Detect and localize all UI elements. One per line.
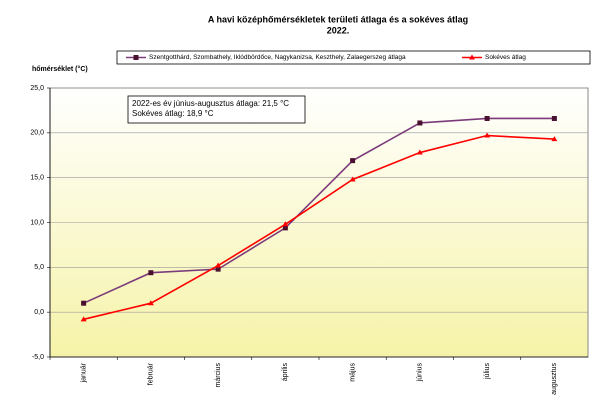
data-point [349,176,356,182]
data-point [282,225,288,231]
data-point [215,266,221,272]
data-point [417,120,423,126]
annotation: Sokéves átlag: 18,9 °C [132,109,214,118]
x-tick-label: május [349,363,356,382]
x-tick-label: július [484,363,491,380]
data-point [148,270,154,276]
data-point [484,132,491,138]
data-point [81,300,87,306]
y-tick-label: 25,0 [30,85,44,92]
x-tick-label: április [282,363,289,382]
x-tick-label: augusztus [551,363,558,395]
y-tick-label: -5,0 [32,354,44,361]
legend-marker [133,55,139,60]
legend-marker [469,54,475,60]
x-tick-label: március [215,363,222,388]
data-point [484,115,490,121]
legend [116,50,591,65]
chart-subtitle: 2022. [327,25,350,35]
series-line [83,134,555,321]
data-point [80,316,87,322]
x-tick-label: június [417,363,424,383]
data-point [282,221,289,227]
x-tick-label: február [148,362,155,385]
annotation: 2022-es év június-augusztus átlaga: 21,5… [132,99,289,108]
y-tick-label: 15,0 [30,175,44,182]
y-axis-label: hőmérséklet (°C) [32,65,88,73]
series-line [83,117,555,304]
legend-label: Szentgotthárd, Szombathely, Iklódbördőce… [149,54,406,61]
data-point [147,300,154,306]
y-tick-label: 20,0 [30,130,44,137]
data-point [416,149,423,155]
data-point [215,262,222,268]
data-point [350,158,356,164]
chart-title: A havi középhőmérsékletek területi átlag… [208,14,468,24]
y-tick-label: 5,0 [34,264,44,271]
y-tick-label: 0,0 [34,309,44,316]
y-tick-label: 10,0 [30,219,44,226]
data-point [551,136,558,142]
data-point [551,115,557,121]
legend-label: Sokéves átlag [485,54,526,61]
x-tick-label: január [80,362,87,383]
annotation-box [127,95,306,124]
